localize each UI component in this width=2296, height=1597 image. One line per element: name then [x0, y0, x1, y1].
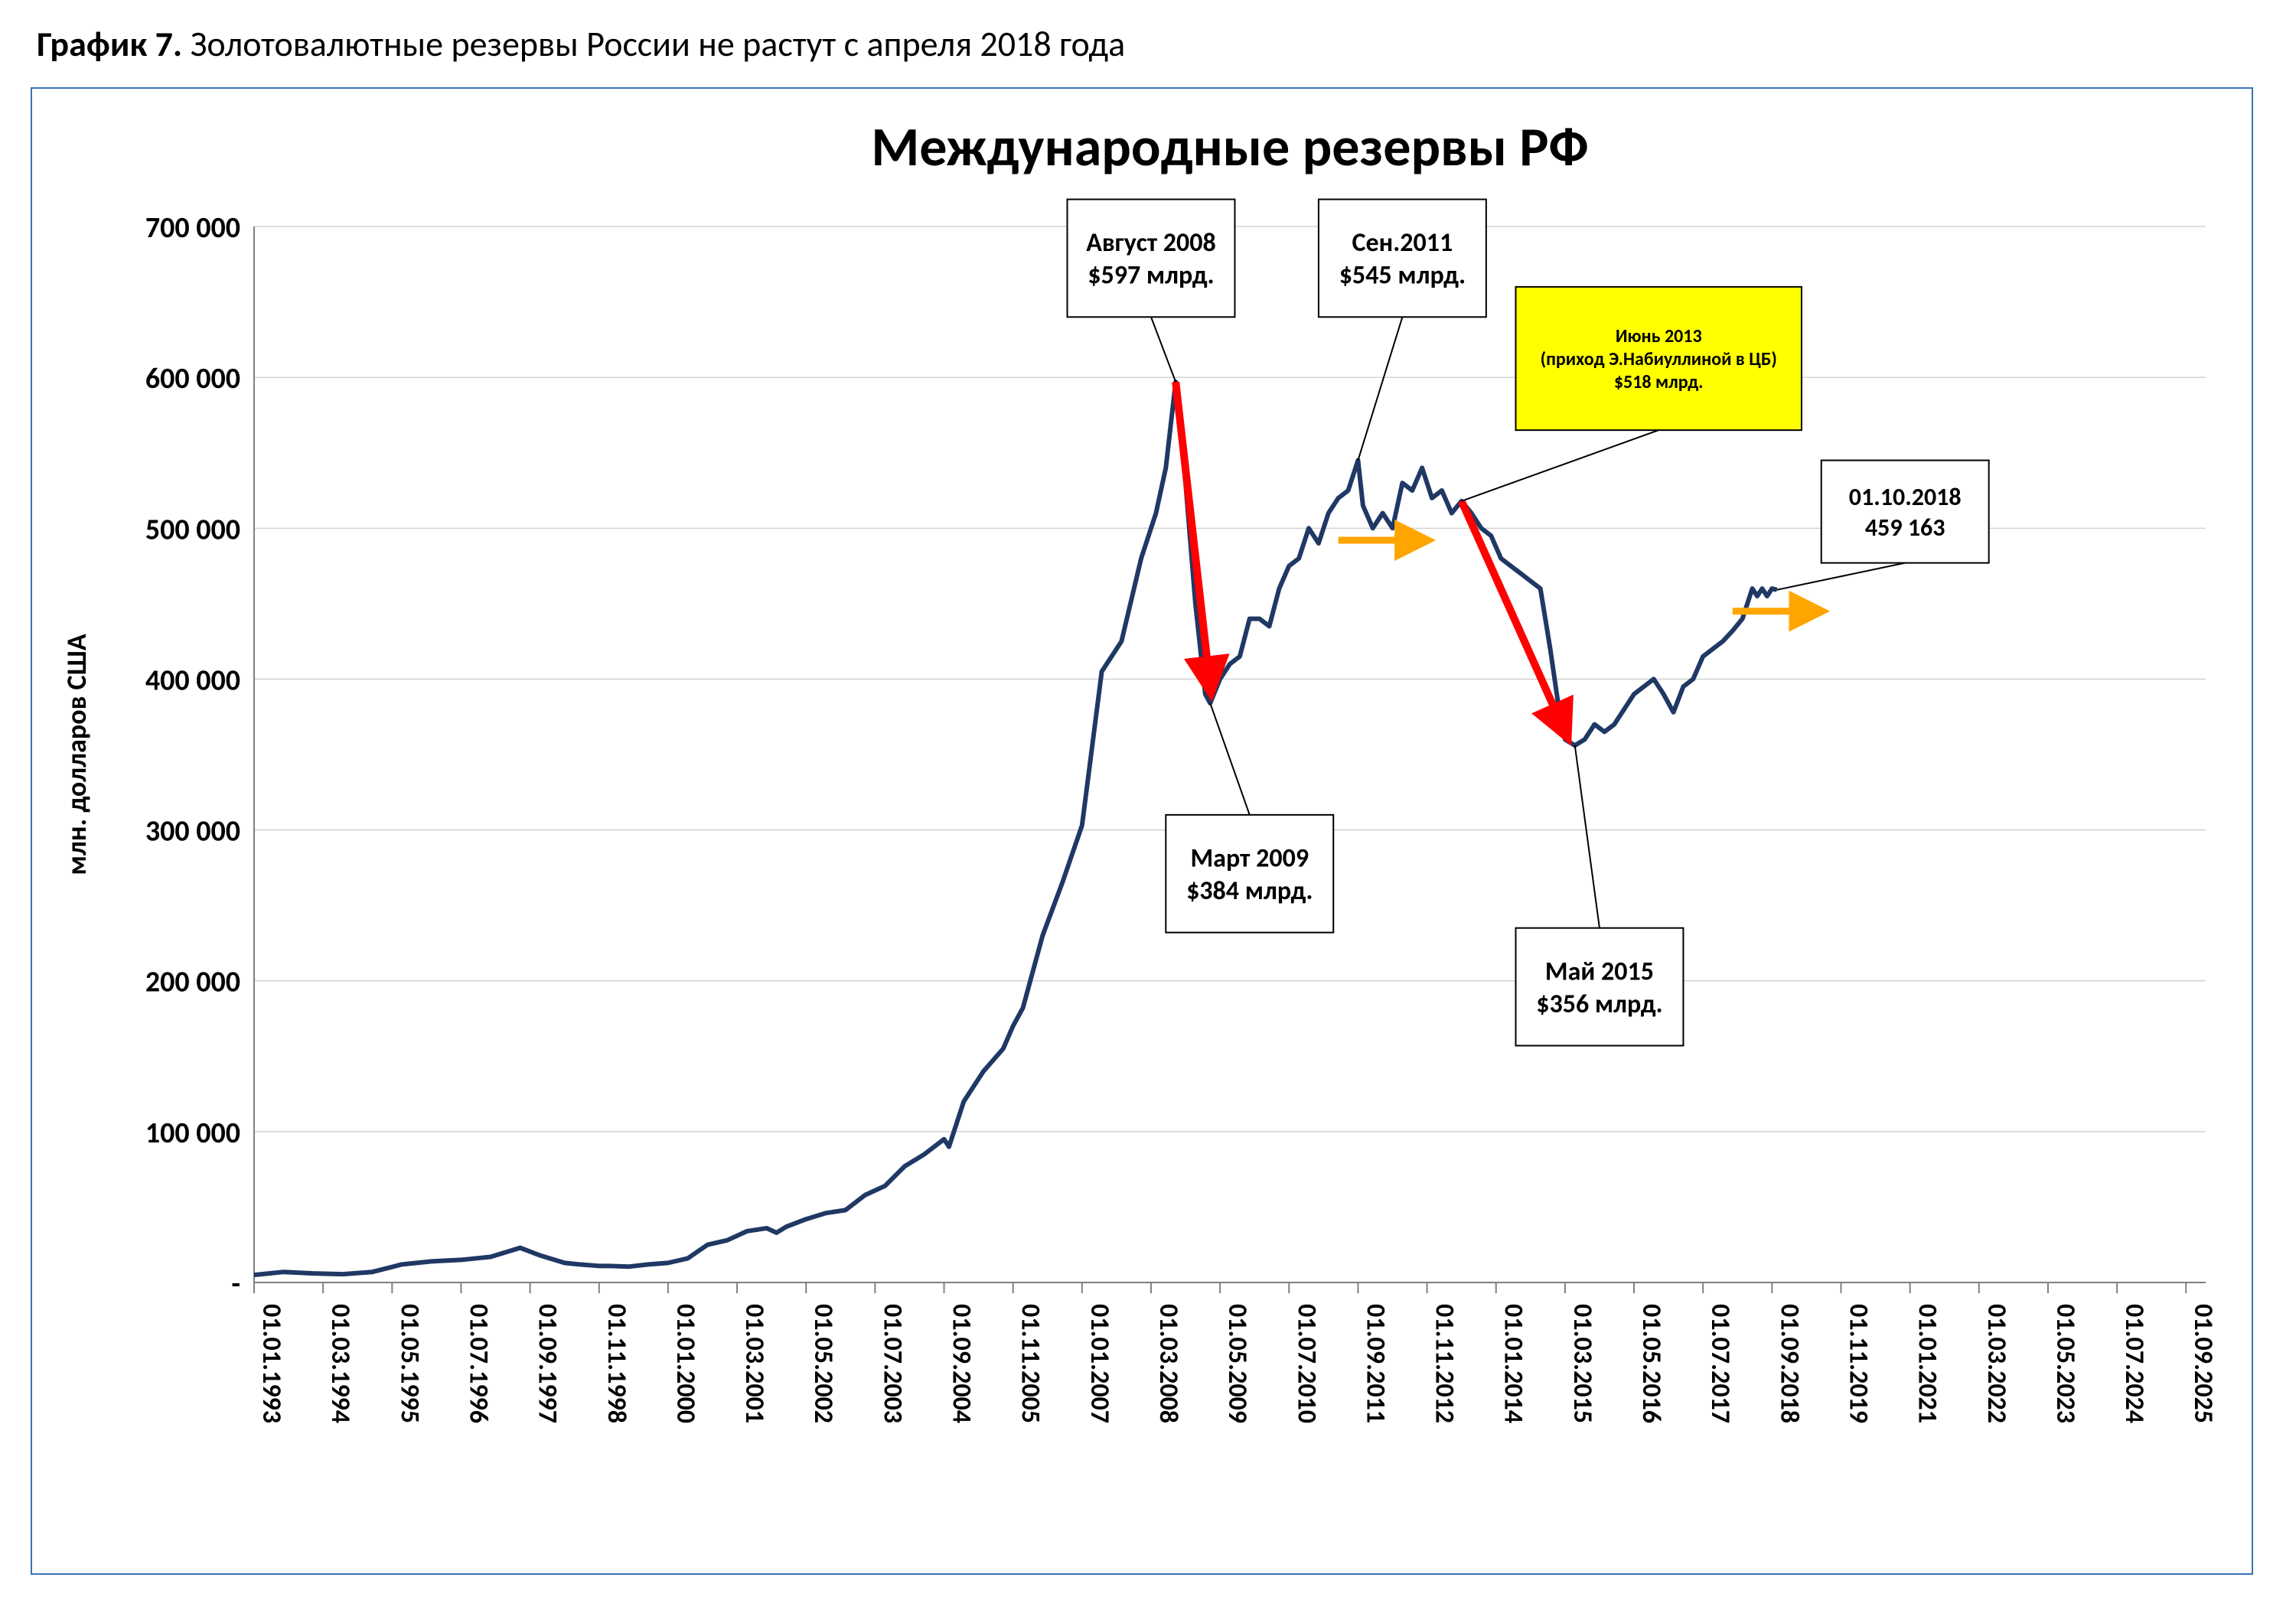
xtick-label: 01.01.2007	[1084, 1304, 1115, 1423]
chart-title: Международные резервы РФ	[871, 113, 1588, 181]
xtick-label: 01.07.2010	[1290, 1304, 1322, 1423]
xtick-label: 01.09.2018	[1773, 1304, 1805, 1423]
callout-leader	[1151, 317, 1176, 382]
reserves-series	[254, 382, 1777, 1275]
xtick-label: 01.09.2004	[946, 1304, 977, 1423]
callout-text: Март 2009	[1190, 842, 1309, 874]
xtick-label: 01.05.1995	[393, 1304, 425, 1423]
xtick-label: 01.01.2021	[1912, 1304, 1943, 1423]
callout-text: 459 163	[1865, 513, 1945, 543]
callout-text: $356 млрд.	[1536, 989, 1662, 1020]
caption-bold: График 7.	[37, 23, 182, 66]
xtick-label: 01.09.1997	[532, 1304, 563, 1423]
xtick-label: 01.07.2024	[2118, 1304, 2150, 1423]
callout-text: $597 млрд.	[1088, 260, 1214, 292]
xtick-label: 01.09.2025	[2187, 1304, 2219, 1423]
xtick-label: 01.05.2023	[2050, 1304, 2081, 1423]
xtick-label: 01.01.1993	[256, 1304, 287, 1423]
decline-arrow	[1176, 382, 1210, 686]
ytick-label: -	[231, 1266, 240, 1302]
xtick-label: 01.03.2008	[1153, 1304, 1184, 1423]
callout-leader	[1777, 563, 1905, 590]
callout-leader	[1462, 430, 1659, 501]
xtick-label: 01.11.2019	[1842, 1304, 1874, 1423]
callout-leader	[1575, 745, 1600, 928]
callout-text: (приход Э.Набиуллиной в ЦБ)	[1541, 348, 1777, 370]
xtick-label: 01.05.2016	[1636, 1304, 1667, 1423]
callout-leader	[1210, 703, 1250, 815]
decline-arrow	[1462, 501, 1565, 732]
xtick-label: 01.11.2012	[1429, 1304, 1460, 1423]
callout-text: Май 2015	[1545, 956, 1654, 987]
xtick-label: 01.01.2014	[1498, 1304, 1529, 1423]
callout-text: 01.10.2018	[1849, 482, 1962, 512]
xtick-label: 01.09.2011	[1359, 1304, 1391, 1423]
ytick-label: 100 000	[145, 1116, 240, 1151]
y-axis-label: млн. долларов США	[60, 634, 93, 875]
callout-text: Август 2008	[1086, 227, 1215, 259]
xtick-label: 01.07.1996	[462, 1304, 494, 1423]
page: График 7. Золотовалютные резервы России …	[0, 0, 2296, 1597]
ytick-label: 400 000	[145, 663, 240, 698]
figure-caption: График 7. Золотовалютные резервы России …	[37, 23, 2265, 66]
ytick-label: 300 000	[145, 814, 240, 849]
xtick-label: 01.03.2022	[1981, 1304, 2012, 1423]
callout-text: Сен.2011	[1352, 227, 1453, 259]
xtick-label: 01.07.2017	[1704, 1304, 1736, 1423]
ytick-label: 600 000	[145, 361, 240, 396]
caption-rest: Золотовалютные резервы России не растут …	[182, 23, 1125, 66]
xtick-label: 01.05.2009	[1221, 1304, 1253, 1423]
ytick-label: 700 000	[145, 210, 240, 246]
xtick-label: 01.05.2002	[807, 1304, 839, 1423]
callout-leader	[1358, 317, 1402, 460]
xtick-label: 01.11.1998	[601, 1304, 632, 1423]
xtick-label: 01.01.2000	[670, 1304, 701, 1423]
reserves-line-chart: - 100 000 200 000 300 000 400 000 500 000 600 …	[32, 89, 2252, 1573]
xtick-label: 01.03.2015	[1567, 1304, 1598, 1423]
xtick-label: 01.03.1994	[325, 1304, 356, 1423]
callout-text: $384 млрд.	[1186, 875, 1313, 907]
ytick-label: 500 000	[145, 512, 240, 547]
xtick-label: 01.11.2005	[1015, 1304, 1046, 1423]
chart-frame: - 100 000 200 000 300 000 400 000 500 000 600 …	[31, 87, 2253, 1575]
xtick-label: 01.07.2003	[876, 1304, 908, 1423]
xtick-label: 01.03.2001	[739, 1304, 770, 1423]
callout-text: $518 млрд.	[1614, 371, 1704, 393]
ytick-label: 200 000	[145, 965, 240, 1000]
callout-text: Июнь 2013	[1616, 325, 1702, 347]
callout-text: $545 млрд.	[1339, 260, 1466, 292]
